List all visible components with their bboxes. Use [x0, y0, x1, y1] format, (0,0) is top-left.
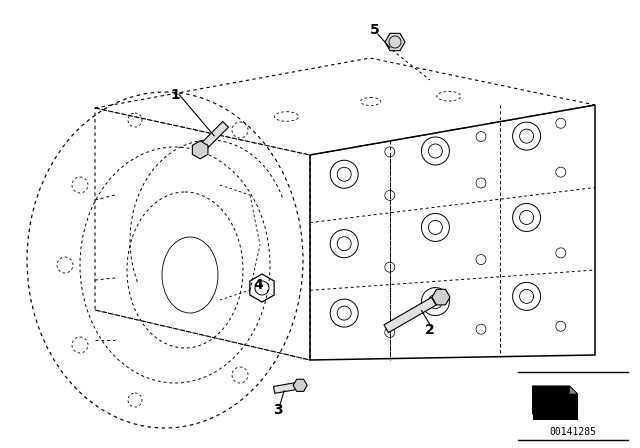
Text: 2: 2	[425, 323, 435, 337]
Text: 00141285: 00141285	[550, 427, 596, 437]
Polygon shape	[385, 33, 405, 51]
Polygon shape	[310, 105, 595, 360]
Polygon shape	[384, 297, 436, 333]
Text: 1: 1	[170, 88, 180, 102]
Polygon shape	[432, 289, 450, 305]
Polygon shape	[193, 141, 208, 159]
Polygon shape	[532, 386, 577, 414]
Polygon shape	[570, 386, 577, 394]
Polygon shape	[273, 383, 296, 393]
Polygon shape	[202, 121, 228, 148]
Bar	[532, 414, 577, 420]
Text: 4: 4	[253, 278, 263, 292]
Polygon shape	[293, 379, 307, 392]
Text: 3: 3	[273, 403, 283, 417]
Text: 5: 5	[370, 23, 380, 37]
